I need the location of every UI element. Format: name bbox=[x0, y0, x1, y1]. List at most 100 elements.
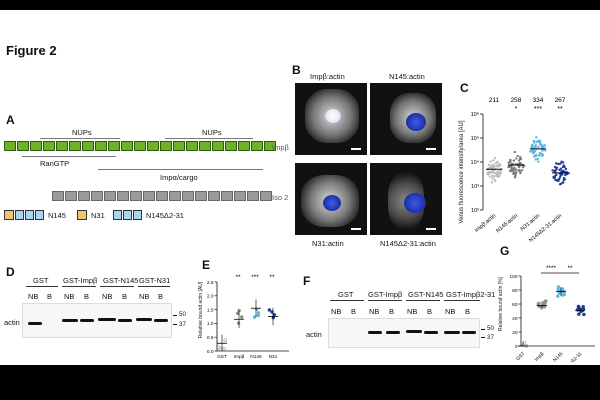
d-lane-2: B bbox=[47, 292, 53, 301]
d-lane-1: NB bbox=[28, 292, 39, 301]
d-band-1 bbox=[28, 322, 42, 325]
chart-c-point bbox=[495, 164, 499, 167]
construct-label-n145d: N145Δ2-31 bbox=[146, 211, 184, 220]
chart-e-point bbox=[267, 308, 272, 312]
chart-c-point bbox=[531, 145, 534, 148]
chart-c-point bbox=[537, 145, 540, 149]
chart-c-point bbox=[495, 172, 499, 176]
chart-e-ytick-label: 1.0 bbox=[207, 321, 214, 327]
f-group-gst: GST bbox=[338, 290, 354, 299]
chart-c-point bbox=[496, 170, 499, 173]
chart-c-point bbox=[510, 162, 513, 166]
chart-e-ytick-label: 0.5 bbox=[207, 335, 214, 341]
chart-c-point bbox=[493, 156, 497, 160]
chart-c-point bbox=[554, 178, 557, 182]
f-lane-6: B bbox=[427, 307, 433, 316]
chart-g-sig-1: **** bbox=[546, 265, 557, 272]
nups-line-2 bbox=[165, 138, 253, 139]
chart-c-point bbox=[538, 154, 541, 157]
chart-c-point bbox=[494, 179, 497, 183]
chart-c-point bbox=[511, 169, 515, 172]
figure-panel: Figure 2 A NUPs NUPs Impβ RanGTP Impα/ca… bbox=[0, 10, 600, 365]
chart-g: Relative bound actin [%] 0 20 40 60 80 100 GS… bbox=[498, 265, 595, 362]
chart-e-sig-4: ** bbox=[269, 274, 275, 281]
chart-c-point bbox=[561, 165, 565, 169]
chart-e-point bbox=[218, 347, 223, 351]
chart-e-sig-2: ** bbox=[235, 274, 241, 281]
f-group-gst-impb: GST-Impβ bbox=[368, 290, 403, 299]
n145d-domain-blue-3 bbox=[133, 210, 142, 220]
chart-g-point bbox=[576, 306, 581, 310]
chart-c-y-axis: 10² 10³ 10⁴ 10⁵ 10⁶ bbox=[471, 111, 484, 214]
micrograph-n145-actin bbox=[370, 83, 442, 155]
chart-e-points bbox=[217, 299, 278, 351]
chart-c-point bbox=[541, 149, 544, 152]
chart-g-point bbox=[556, 287, 560, 292]
d-marker-50: 50 bbox=[179, 311, 186, 318]
chart-g-sig-2: ** bbox=[567, 265, 573, 272]
chart-c-count-3: 334 bbox=[533, 97, 544, 104]
d-band-5 bbox=[98, 318, 116, 321]
d-group-line-1 bbox=[26, 286, 58, 287]
f-band-7 bbox=[444, 331, 460, 334]
d-group-line-2 bbox=[62, 286, 96, 287]
chart-c-point bbox=[499, 169, 502, 172]
chart-c-point bbox=[492, 175, 496, 178]
chart-c-ytick-label: 10³ bbox=[471, 184, 479, 190]
rangtp-label: RanGTP bbox=[40, 159, 70, 168]
chart-e-point bbox=[223, 338, 227, 343]
image-label-n145: N145:actin bbox=[389, 72, 425, 81]
chart-c-point bbox=[535, 136, 538, 139]
chart-c-point bbox=[487, 163, 490, 166]
chart-c-point bbox=[488, 175, 492, 178]
chart-c-ytick-label: 10⁶ bbox=[471, 111, 479, 118]
chart-e-point bbox=[252, 315, 257, 319]
chart-e: Relative bound actin [AU] 0.0 0.5 1.0 1.5 2.… bbox=[198, 274, 289, 360]
d-marker-37: 37 bbox=[179, 321, 186, 328]
chart-e-sig-3: *** bbox=[251, 274, 259, 281]
chart-c-point bbox=[509, 159, 512, 163]
chart-g-point bbox=[562, 292, 566, 297]
chart-g-x-label: Impβ bbox=[534, 351, 546, 362]
chart-c-count-1: 211 bbox=[489, 97, 500, 104]
f-band-5 bbox=[406, 330, 422, 333]
chart-c-ylabel: Venus fluorescence intensity/area [AU] bbox=[459, 120, 465, 223]
chart-c-point bbox=[558, 176, 562, 179]
chart-c-point bbox=[559, 167, 563, 170]
chart-g-point bbox=[556, 294, 560, 298]
chart-c-point bbox=[559, 162, 562, 165]
chart-g-ytick-label: 0 bbox=[515, 344, 518, 350]
chart-c-point bbox=[495, 174, 499, 177]
chart-c-point bbox=[557, 162, 560, 166]
chart-e-y-axis: 0.0 0.5 1.0 1.5 2.0 2.5 bbox=[207, 280, 289, 355]
chart-g-ytick-label: 20 bbox=[512, 330, 518, 336]
nups-label-1: NUPs bbox=[72, 128, 92, 137]
image-label-n145d: N145Δ2-31:actin bbox=[380, 239, 436, 248]
chart-c-point bbox=[533, 155, 536, 158]
chart-c-point bbox=[490, 181, 494, 184]
construct-label-n31: N31 bbox=[91, 211, 105, 220]
panel-letter-g: G bbox=[500, 244, 510, 258]
chart-e-ytick-label: 2.5 bbox=[207, 280, 214, 286]
chart-c-point bbox=[561, 181, 565, 184]
d-marker-50-tick bbox=[173, 315, 177, 316]
chart-e-point bbox=[256, 313, 260, 318]
chart-c-point bbox=[514, 168, 517, 171]
chart-c-point bbox=[534, 144, 537, 147]
f-lane-7: NB bbox=[445, 307, 456, 316]
iso2-segment-bar bbox=[52, 191, 273, 201]
chart-c-sig-2: * bbox=[515, 106, 518, 113]
chart-c-point bbox=[554, 162, 558, 165]
f-lane-3: NB bbox=[369, 307, 380, 316]
construct-label-n145: N145 bbox=[48, 211, 66, 220]
image-label-impb: Impβ:actin bbox=[310, 72, 345, 81]
image-label-n31: N31:actin bbox=[312, 239, 344, 248]
f-lane-2: B bbox=[351, 307, 357, 316]
chart-c-point bbox=[544, 149, 547, 152]
chart-c-point bbox=[512, 159, 516, 162]
d-lane-8: B bbox=[158, 292, 164, 301]
chart-e-ylabel: Relative bound actin [AU] bbox=[198, 281, 204, 338]
chart-c-point bbox=[559, 174, 562, 177]
chart-g-x-label: N145 bbox=[552, 351, 565, 362]
chart-e-x-label: N31 bbox=[269, 354, 278, 360]
